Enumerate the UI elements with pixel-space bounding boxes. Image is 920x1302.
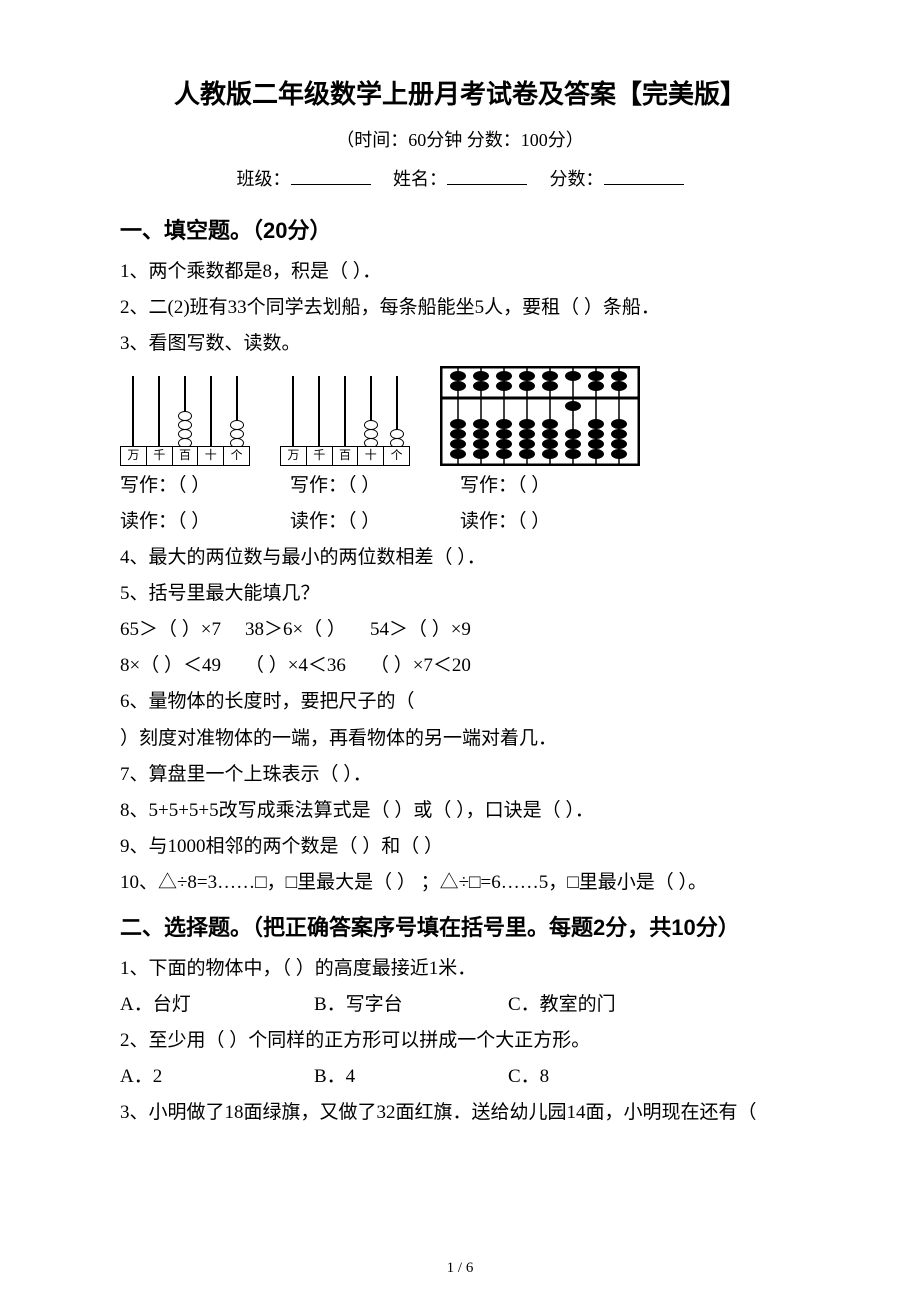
q3-head: 3、看图写数、读数。: [120, 326, 800, 362]
name-blank: [447, 166, 527, 185]
section1-head: 一、填空题。（20分）: [120, 210, 800, 252]
s2-q2-c: C．8: [508, 1059, 678, 1095]
class-blank: [291, 166, 371, 185]
read-3: 读作：（ ）: [460, 504, 600, 540]
q3-write-row: 写作：（ ） 写作：（ ） 写作：（ ）: [120, 468, 800, 504]
counting-frame-2: 万 千 百 十 个: [280, 374, 410, 466]
s2-q1-b: B．写字台: [314, 987, 484, 1023]
q6a: 6、量物体的长度时，要把尺子的（: [120, 684, 800, 720]
s2-q1: 1、下面的物体中，（ ）的高度最接近1米．: [120, 951, 800, 987]
s2-q2-options: A．2 B．4 C．8: [120, 1059, 800, 1095]
q10: 10、△÷8=3……□，□里最大是（ ） ；△÷□=6……5，□里最小是（ ）。: [120, 865, 800, 901]
s2-q1-options: A．台灯 B．写字台 C．教室的门: [120, 987, 800, 1023]
write-2: 写作：（ ）: [290, 468, 430, 504]
exam-page: 人教版二年级数学上册月考试卷及答案【完美版】 （时间：60分钟 分数：100分）…: [0, 0, 920, 1302]
q3-read-row: 读作：（ ） 读作：（ ） 读作：（ ）: [120, 504, 800, 540]
q1: 1、两个乘数都是8，积是（ ）．: [120, 254, 800, 290]
q5-row1: 65＞（ ）×7 38＞6×（ ） 54＞（ ）×9: [120, 612, 800, 648]
q5-4: 8×（ ）＜49: [120, 648, 221, 684]
q4: 4、最大的两位数与最小的两位数相差（ ）．: [120, 540, 800, 576]
name-label: 姓名：: [393, 169, 447, 189]
q7: 7、算盘里一个上珠表示（ ）．: [120, 757, 800, 793]
abacus-icon: [440, 366, 640, 466]
page-number: 1 / 6: [0, 1254, 920, 1283]
s2-q1-c: C．教室的门: [508, 987, 678, 1023]
q5-row2: 8×（ ）＜49 （ ）×4＜36 （ ）×7＜20: [120, 648, 800, 684]
time-score: （时间：60分钟 分数：100分）: [120, 123, 800, 157]
q5-3: 54＞（ ）×9: [370, 612, 471, 648]
counting-frame-1: 万 千 百 十 个: [120, 374, 250, 466]
class-label: 班级：: [237, 169, 291, 189]
q2: 2、二(2)班有33个同学去划船，每条船能坐5人，要租（ ）条船．: [120, 290, 800, 326]
counter2-base: 万 千 百 十 个: [280, 446, 410, 466]
score-label: 分数：: [550, 169, 604, 189]
s2-q3: 3、小明做了18面绿旗，又做了32面红旗．送给幼儿园14面，小明现在还有（: [120, 1095, 800, 1131]
read-2: 读作：（ ）: [290, 504, 430, 540]
q5-head: 5、括号里最大能填几？: [120, 576, 800, 612]
counter1-base: 万 千 百 十 个: [120, 446, 250, 466]
s2-q2-b: B．4: [314, 1059, 484, 1095]
s2-q1-a: A．台灯: [120, 987, 290, 1023]
score-blank: [604, 166, 684, 185]
q3-figures: 万 千 百 十 个 万 千 百 十: [120, 366, 800, 466]
s2-q2: 2、至少用（ ）个同样的正方形可以拼成一个大正方形。: [120, 1023, 800, 1059]
read-1: 读作：（ ）: [120, 504, 260, 540]
write-3: 写作：（ ）: [460, 468, 600, 504]
q5-6: （ ）×7＜20: [370, 648, 471, 684]
q8: 8、5+5+5+5改写成乘法算式是（ ）或（ ），口诀是（ ）．: [120, 793, 800, 829]
s2-q2-a: A．2: [120, 1059, 290, 1095]
q5-2: 38＞6×（ ）: [245, 612, 346, 648]
q9: 9、与1000相邻的两个数是（ ）和（ ）: [120, 829, 800, 865]
page-title: 人教版二年级数学上册月考试卷及答案【完美版】: [120, 70, 800, 119]
write-1: 写作：（ ）: [120, 468, 260, 504]
q5-5: （ ）×4＜36: [245, 648, 346, 684]
student-info: 班级： 姓名： 分数：: [120, 162, 800, 196]
section2-head: 二、选择题。（把正确答案序号填在括号里。每题2分，共10分）: [120, 907, 800, 949]
q6b: ）刻度对准物体的一端，再看物体的另一端对着几．: [120, 721, 800, 757]
q5-1: 65＞（ ）×7: [120, 612, 221, 648]
